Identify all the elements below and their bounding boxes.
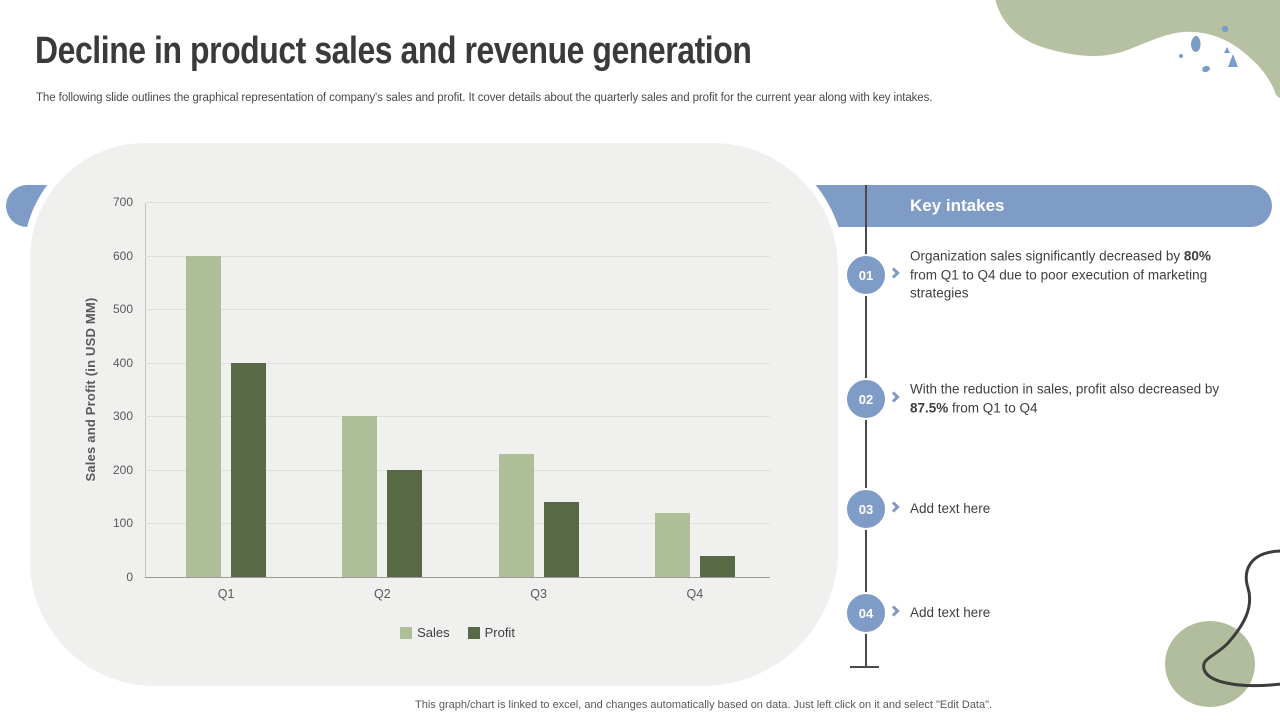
y-axis-line (145, 202, 146, 577)
step-text-04[interactable]: Add text here (910, 604, 991, 620)
y-tick-label: 200 (112, 462, 133, 477)
chart-card[interactable]: Sales and Profit (in USD MM) 0 100 200 300 4… (30, 143, 838, 686)
legend-swatch (400, 626, 413, 639)
bar-sales-q4 (654, 512, 690, 577)
y-tick-label: 300 (112, 409, 133, 424)
footer-note: This graph/chart is linked to excel, and… (415, 699, 993, 711)
slide-subtitle: The following slide outlines the graphic… (36, 92, 933, 104)
legend-label: Profit (484, 625, 515, 640)
page-title: Decline in product sales and revenue gen… (35, 30, 752, 72)
chevron-right-icon (888, 391, 900, 403)
green-circle-shape (1165, 621, 1255, 707)
bar-profit-q3 (543, 502, 579, 577)
gridline (145, 362, 770, 364)
bar-profit-q1 (231, 362, 267, 577)
gridline (145, 416, 770, 418)
bar-sales-q1 (186, 255, 222, 577)
bar-profit-q2 (387, 469, 423, 577)
legend-item-sales: Sales (400, 625, 450, 640)
step-text-01: Organization sales significantly decreas… (910, 248, 1211, 301)
decorative-bottom-right (1165, 549, 1280, 707)
step-badge-04: 04 (845, 592, 887, 634)
legend-swatch (467, 626, 480, 639)
plot-area: 0 100 200 300 400 500 600 700 Q1 Q2 Q3 Q4 (113, 195, 770, 601)
gridline (145, 523, 770, 525)
blue-droplets-icon (1179, 25, 1238, 73)
bar-sales-q2 (342, 416, 378, 577)
gridline (145, 469, 770, 471)
step-badge-01: 01 (845, 254, 887, 296)
chevron-right-icon (888, 605, 900, 617)
x-tick-label: Q3 (530, 587, 547, 601)
legend-item-profit: Profit (467, 625, 515, 640)
gridline (145, 255, 770, 257)
x-tick-label: Q2 (374, 587, 391, 601)
x-tick-label: Q4 (686, 587, 704, 601)
y-tick-label: 100 (112, 516, 133, 531)
gridline (145, 309, 770, 311)
chart-legend: Sales Profit (145, 625, 770, 640)
y-tick-label: 700 (112, 195, 133, 209)
chevron-right-icon (888, 267, 900, 279)
x-tick-label: Q1 (217, 587, 235, 601)
bar-profit-q4 (699, 555, 735, 577)
y-tick-label: 600 (112, 248, 133, 263)
step-text-02: With the reduction in sales, profit also… (910, 381, 1220, 416)
bar-sales-q3 (498, 453, 534, 577)
key-intakes-header: Key intakes (910, 196, 1005, 215)
squiggle-line (1202, 549, 1280, 688)
timeline-line (865, 185, 867, 667)
y-tick-label: 400 (112, 355, 133, 370)
timeline-end-tick (850, 666, 879, 668)
decorative-blob-top-right (995, 0, 1280, 99)
y-tick-label: 0 (126, 570, 133, 584)
x-axis-line (145, 577, 770, 578)
chevron-right-icon (888, 501, 900, 513)
green-blob-shape (995, 0, 1280, 99)
y-tick-label: 500 (112, 302, 133, 317)
step-text-03[interactable]: Add text here (910, 500, 991, 516)
step-badge-02: 02 (845, 378, 887, 420)
legend-label: Sales (417, 625, 450, 640)
gridline (145, 202, 770, 203)
step-badge-03: 03 (845, 488, 887, 530)
